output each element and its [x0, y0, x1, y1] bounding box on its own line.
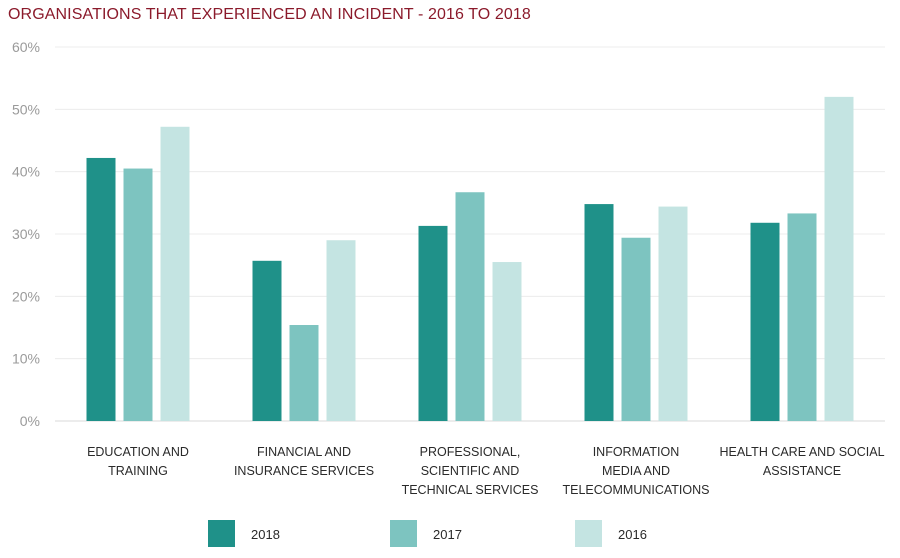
- chart-title: ORGANISATIONS THAT EXPERIENCED AN INCIDE…: [8, 6, 531, 23]
- y-tick-label: 10%: [12, 351, 40, 367]
- y-tick-label: 60%: [12, 39, 40, 55]
- legend-swatch-2017: [390, 520, 417, 547]
- bar-2017: [123, 168, 153, 421]
- bar-2016: [824, 96, 854, 421]
- bar-2017: [787, 213, 817, 421]
- bar-2018: [418, 225, 448, 421]
- category-label: TELECOMMUNICATIONS: [563, 483, 710, 497]
- category-label: MEDIA AND: [602, 464, 670, 478]
- category-label: INSURANCE SERVICES: [234, 464, 374, 478]
- category-label: TRAINING: [108, 464, 168, 478]
- legend-swatch-2018: [208, 520, 235, 547]
- x-axis: EDUCATION AND TRAINING FINANCIAL AND INSURA…: [87, 445, 885, 497]
- bar-2017: [621, 237, 651, 421]
- category-label: TECHNICAL SERVICES: [402, 483, 539, 497]
- bar-2018: [584, 204, 614, 421]
- category-label: ASSISTANCE: [763, 464, 841, 478]
- bar-2018: [750, 222, 780, 421]
- category-label: SCIENTIFIC AND: [421, 464, 520, 478]
- y-tick-label: 30%: [12, 226, 40, 242]
- y-tick-label: 40%: [12, 164, 40, 180]
- bar-2017: [455, 192, 485, 421]
- bar-2017: [289, 325, 319, 421]
- legend: 2018 2017 2016: [208, 520, 647, 547]
- category-label: INFORMATION: [593, 445, 680, 459]
- legend-label: 2016: [618, 527, 647, 542]
- legend-swatch-2016: [575, 520, 602, 547]
- category-label: PROFESSIONAL,: [420, 445, 521, 459]
- bar-2018: [252, 260, 282, 421]
- category-label: HEALTH CARE AND SOCIAL: [719, 445, 884, 459]
- bar-2018: [86, 157, 116, 421]
- bar-2016: [492, 262, 522, 421]
- legend-label: 2017: [433, 527, 462, 542]
- y-tick-label: 20%: [12, 288, 40, 304]
- y-tick-label: 50%: [12, 101, 40, 117]
- bar-2016: [658, 206, 688, 421]
- category-label: FINANCIAL AND: [257, 445, 351, 459]
- legend-label: 2018: [251, 527, 280, 542]
- bar-2016: [326, 240, 356, 421]
- bar-2016: [160, 126, 190, 421]
- bars: [86, 96, 854, 421]
- y-axis: 0% 10% 20% 30% 40% 50% 60%: [12, 39, 40, 429]
- category-label: EDUCATION AND: [87, 445, 189, 459]
- y-tick-label: 0%: [20, 413, 40, 429]
